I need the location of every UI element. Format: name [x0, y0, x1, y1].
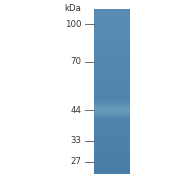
- Text: 100: 100: [65, 20, 81, 29]
- Text: kDa: kDa: [64, 4, 81, 13]
- Text: 27: 27: [70, 157, 81, 166]
- Text: 70: 70: [70, 57, 81, 66]
- Text: 44: 44: [70, 106, 81, 115]
- Text: 33: 33: [70, 136, 81, 145]
